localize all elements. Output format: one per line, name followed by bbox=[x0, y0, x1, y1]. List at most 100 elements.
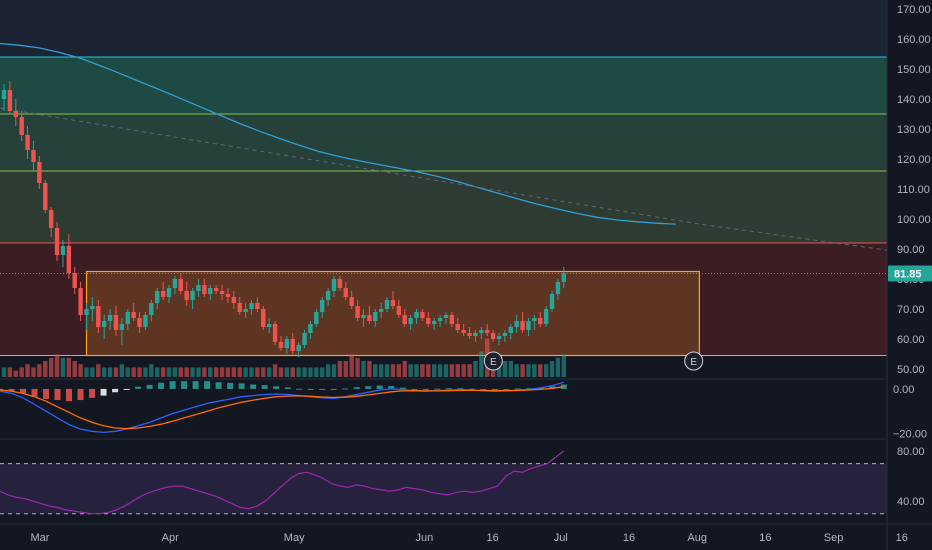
candle[interactable] bbox=[361, 309, 366, 327]
candle[interactable] bbox=[496, 333, 502, 345]
candle[interactable] bbox=[25, 126, 30, 159]
candle[interactable] bbox=[331, 276, 337, 297]
candle[interactable] bbox=[101, 315, 107, 339]
candle[interactable] bbox=[213, 285, 219, 294]
candle[interactable] bbox=[526, 318, 531, 336]
candle[interactable] bbox=[90, 297, 95, 321]
candle[interactable] bbox=[532, 315, 537, 330]
candle[interactable] bbox=[219, 285, 225, 300]
candle[interactable] bbox=[408, 315, 413, 330]
candle[interactable] bbox=[231, 291, 237, 309]
candle[interactable] bbox=[343, 282, 348, 300]
candlesticks[interactable] bbox=[1, 81, 567, 357]
candle[interactable] bbox=[113, 306, 119, 336]
candle[interactable] bbox=[420, 309, 425, 321]
candle[interactable] bbox=[325, 288, 331, 306]
candle[interactable] bbox=[390, 291, 396, 309]
candle[interactable] bbox=[502, 330, 508, 342]
candle[interactable] bbox=[431, 318, 437, 330]
candle[interactable] bbox=[7, 81, 13, 114]
candle[interactable] bbox=[296, 342, 301, 357]
candle[interactable] bbox=[561, 267, 567, 288]
candle[interactable] bbox=[225, 288, 231, 303]
candle[interactable] bbox=[538, 312, 543, 327]
candle[interactable] bbox=[485, 324, 490, 336]
candle[interactable] bbox=[402, 309, 407, 327]
candle[interactable] bbox=[72, 267, 77, 294]
candle[interactable] bbox=[461, 324, 466, 336]
candle[interactable] bbox=[302, 330, 307, 348]
candle[interactable] bbox=[414, 309, 419, 324]
candle[interactable] bbox=[314, 309, 319, 327]
earnings-marker-1[interactable]: E bbox=[684, 351, 704, 371]
candle[interactable] bbox=[60, 240, 66, 267]
candle[interactable] bbox=[349, 291, 354, 309]
candle[interactable] bbox=[43, 180, 48, 213]
candle[interactable] bbox=[125, 309, 130, 330]
candle[interactable] bbox=[249, 300, 254, 315]
candle[interactable] bbox=[131, 303, 136, 321]
candle[interactable] bbox=[290, 333, 295, 354]
earnings-marker-0[interactable]: E bbox=[483, 351, 503, 371]
candle[interactable] bbox=[37, 156, 42, 189]
candle[interactable] bbox=[367, 306, 372, 324]
candle[interactable] bbox=[543, 306, 549, 327]
candle[interactable] bbox=[13, 99, 18, 126]
candle[interactable] bbox=[184, 282, 189, 306]
candle[interactable] bbox=[155, 288, 160, 309]
candle[interactable] bbox=[261, 306, 266, 330]
candle[interactable] bbox=[337, 276, 343, 291]
candle[interactable] bbox=[278, 336, 284, 351]
candle[interactable] bbox=[479, 327, 484, 339]
candle[interactable] bbox=[549, 291, 555, 312]
candle[interactable] bbox=[284, 336, 290, 354]
candle[interactable] bbox=[384, 297, 390, 312]
candle[interactable] bbox=[178, 273, 183, 294]
candle[interactable] bbox=[143, 312, 148, 330]
candle[interactable] bbox=[202, 279, 207, 297]
candle[interactable] bbox=[320, 297, 325, 318]
candle[interactable] bbox=[378, 303, 384, 318]
time-axis[interactable]: Mar Apr May Jun 16 Jul 16 Aug 16 Sep 16 bbox=[0, 523, 932, 544]
candle[interactable] bbox=[272, 321, 278, 345]
candle[interactable] bbox=[455, 318, 460, 333]
candle[interactable] bbox=[137, 312, 142, 333]
candle[interactable] bbox=[396, 300, 402, 318]
candle[interactable] bbox=[54, 222, 60, 261]
candle[interactable] bbox=[520, 312, 525, 333]
candle[interactable] bbox=[437, 315, 443, 327]
candle[interactable] bbox=[490, 330, 496, 342]
candle[interactable] bbox=[1, 84, 7, 111]
candle[interactable] bbox=[66, 234, 72, 279]
candle[interactable] bbox=[355, 300, 360, 321]
candle[interactable] bbox=[208, 285, 213, 300]
candle[interactable] bbox=[96, 300, 101, 333]
candle[interactable] bbox=[19, 111, 24, 141]
candle[interactable] bbox=[443, 312, 449, 324]
candle[interactable] bbox=[508, 324, 513, 339]
candle[interactable] bbox=[467, 327, 472, 339]
candle[interactable] bbox=[149, 300, 154, 321]
candle[interactable] bbox=[48, 207, 54, 237]
candle[interactable] bbox=[196, 279, 201, 297]
candle[interactable] bbox=[255, 297, 260, 312]
candle[interactable] bbox=[555, 279, 561, 300]
candle[interactable] bbox=[107, 309, 113, 330]
candle[interactable] bbox=[243, 303, 248, 318]
candle[interactable] bbox=[237, 297, 242, 315]
candle[interactable] bbox=[172, 276, 178, 294]
candle[interactable] bbox=[426, 312, 431, 327]
candle[interactable] bbox=[166, 285, 172, 303]
candle[interactable] bbox=[449, 312, 455, 327]
candle[interactable] bbox=[119, 318, 125, 345]
candle[interactable] bbox=[84, 303, 89, 330]
candle[interactable] bbox=[308, 321, 313, 339]
candle[interactable] bbox=[473, 330, 478, 342]
candle[interactable] bbox=[160, 282, 166, 300]
candle[interactable] bbox=[266, 318, 272, 333]
candle[interactable] bbox=[373, 309, 378, 327]
candle[interactable] bbox=[514, 315, 519, 333]
candle[interactable] bbox=[78, 282, 83, 321]
